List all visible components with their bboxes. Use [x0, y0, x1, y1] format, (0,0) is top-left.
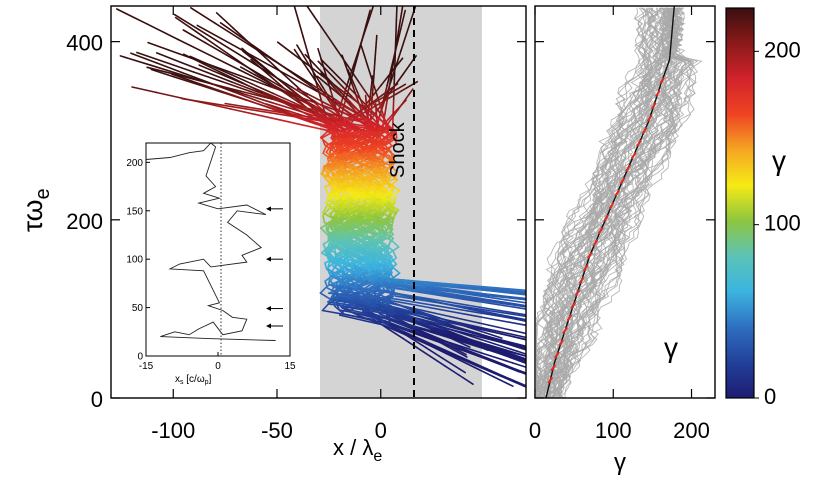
gamma-x-tick-label: 200 [673, 418, 710, 443]
inset-y-tick-label: 0 [137, 352, 143, 363]
inset-y-tick-label: 100 [126, 255, 143, 266]
inset-trajectory [145, 142, 276, 341]
gamma-axis-ticks [534, 6, 715, 399]
main-y-tick-labels: 0 200 400 [66, 31, 103, 412]
colorbar-tick-label: 0 [764, 384, 776, 409]
inset-y-tick-label: 150 [126, 206, 143, 217]
gamma-plot-frame [534, 5, 716, 399]
gamma-panel-label: γ [664, 332, 678, 363]
inset-arrows [266, 206, 283, 329]
main-trajectory-panel: Shock 0 200 400 -100 -50 0 x / λe τωe [17, 5, 527, 465]
colorbar-ticks: 0 100 200 [754, 37, 801, 409]
main-x-tick-label: 0 [375, 418, 387, 443]
colorbar-label: γ [772, 145, 786, 176]
inset-x-tick-label: -15 [139, 361, 154, 372]
inset-y-tick-label: 200 [126, 158, 143, 169]
main-y-tick-label: 400 [66, 31, 103, 56]
main-x-tick-label: -50 [261, 418, 293, 443]
gamma-traces [535, 7, 703, 398]
main-y-tick-label: 200 [66, 209, 103, 234]
main-x-tick-label: -100 [151, 418, 195, 443]
colorbar-tick-label: 100 [764, 211, 801, 236]
particle-trajectories [116, 6, 526, 388]
gamma-x-tick-label: 0 [529, 418, 541, 443]
inset-x-tick-label: 0 [215, 361, 221, 372]
inset-frame [145, 142, 291, 357]
inset-y-tick-label: 50 [132, 303, 144, 314]
inset-x-label: xs [c/ωp] [175, 374, 212, 386]
main-axis-ticks [111, 6, 526, 399]
mean-gamma-markers [547, 77, 665, 384]
inset-x-tick-label: 15 [284, 361, 296, 372]
y-axis-label: τωe [17, 188, 54, 232]
main-y-tick-label: 0 [91, 387, 103, 412]
gamma-x-axis-label: γ [614, 449, 626, 476]
main-plot-frame [110, 5, 527, 399]
gamma-panel: 0 100 200 γ γ [529, 5, 716, 476]
gamma-x-tick-label: 100 [595, 418, 632, 443]
colorbar-tick-label: 200 [764, 37, 801, 62]
gamma-x-tick-labels: 0 100 200 [529, 418, 710, 443]
colorbar: 0 100 200 γ [725, 7, 801, 409]
shock-label: Shock [387, 121, 409, 178]
main-x-tick-labels: -100 -50 0 [151, 418, 387, 443]
x-axis-label: x / λe [333, 435, 382, 465]
colorbar-gradient [725, 7, 755, 399]
